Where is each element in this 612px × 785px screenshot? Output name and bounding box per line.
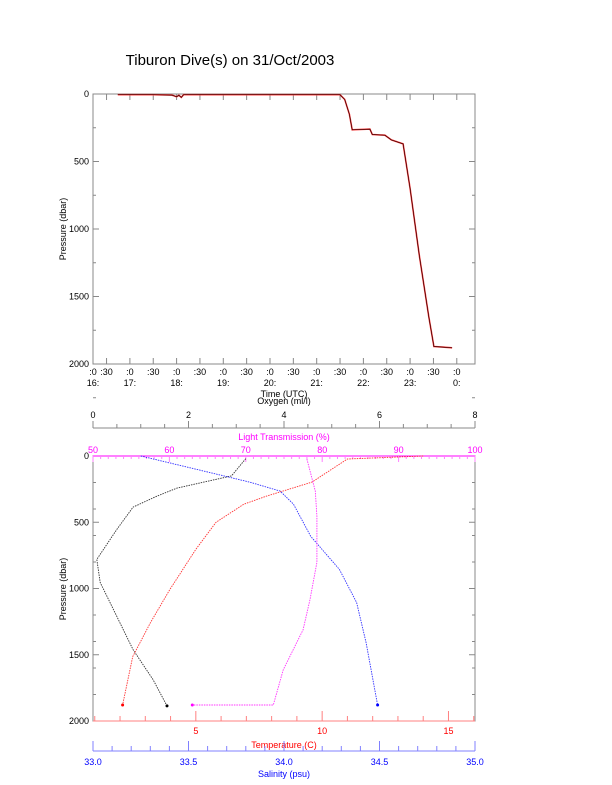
oxygen-tick-label: 8 — [472, 410, 477, 420]
light-transmission-endpoint — [190, 703, 194, 707]
transmission-tick-label: 90 — [394, 445, 404, 455]
y-tick-label: 2000 — [69, 716, 89, 726]
x-tick-label-hour: 20: — [264, 378, 277, 388]
x-tick-label-hour: 23: — [404, 378, 417, 388]
salinity-tick-label: 33.0 — [84, 757, 102, 767]
light-transmission-profile — [192, 458, 318, 706]
salinity-tick-label: 34.5 — [371, 757, 389, 767]
y-tick-label: 0 — [84, 89, 89, 99]
pressure-time-plot: Time (UTC) Pressure (dbar) 0 500 1000 1500 2… — [58, 89, 476, 399]
salinity-tick-label: 34.0 — [275, 757, 293, 767]
profile-plot: Oxygen (ml/l) Light Transmission (%) Tem… — [58, 396, 484, 779]
oxygen-profile — [96, 458, 247, 707]
x-tick-label-hour: 17: — [124, 378, 137, 388]
transmission-axis-label: Light Transmission (%) — [238, 432, 330, 442]
y-tick-label: 1000 — [69, 224, 89, 234]
salinity-tick-label: 35.0 — [466, 757, 484, 767]
temperature-endpoint — [121, 703, 125, 707]
x-tick-label-hour: 16: — [87, 378, 100, 388]
x-tick-label-minute: :30 — [334, 367, 347, 377]
transmission-tick-label: 70 — [241, 445, 251, 455]
transmission-tick-label: 80 — [317, 445, 327, 455]
x-tick-label-minute: :0 — [220, 367, 228, 377]
x-tick-label-minute: :0 — [313, 367, 321, 377]
y-axis-label: Pressure (dbar) — [58, 558, 68, 621]
y-tick-label: 500 — [74, 517, 89, 527]
x-tick-label-hour: 19: — [217, 378, 230, 388]
x-axis-label: Time (UTC) — [261, 389, 308, 399]
oxygen-tick-label: 0 — [90, 410, 95, 420]
x-tick-label-minute: :30 — [194, 367, 207, 377]
y-tick-label: 1000 — [69, 584, 89, 594]
pressure-line — [117, 93, 453, 349]
x-tick-label-minute: :0 — [360, 367, 368, 377]
x-tick-label-minute: :30 — [427, 367, 440, 377]
pressure-line-trace — [117, 94, 453, 349]
plot-frame — [92, 455, 476, 722]
oxygen-tick-label: 4 — [281, 410, 286, 420]
y-tick-label: 500 — [74, 157, 89, 167]
transmission-tick-label: 50 — [88, 445, 98, 455]
y-axis-label: Pressure (dbar) — [58, 198, 68, 261]
temperature-tick-label: 15 — [443, 726, 453, 736]
x-tick-label-minute: :30 — [100, 367, 113, 377]
oxygen-tick-label: 2 — [186, 410, 191, 420]
x-tick-label-hour: 18: — [170, 378, 183, 388]
salinity-axis-label: Salinity (psu) — [258, 769, 310, 779]
x-tick-label-minute: :30 — [147, 367, 160, 377]
oxygen-tick-label: 6 — [377, 410, 382, 420]
x-tick-label-hour: 0: — [453, 378, 461, 388]
salinity-profile — [140, 455, 379, 706]
x-tick-label-minute: :30 — [287, 367, 300, 377]
y-tick-label: 0 — [84, 451, 89, 461]
x-tick-label-minute: :30 — [380, 367, 393, 377]
x-tick-label-minute: :0 — [89, 367, 97, 377]
temperature-tick-label: 10 — [317, 726, 327, 736]
oxygen-endpoint — [165, 704, 169, 708]
y-tick-label: 1500 — [69, 650, 89, 660]
x-tick-label-minute: :30 — [240, 367, 253, 377]
transmission-tick-label: 100 — [467, 445, 482, 455]
x-tick-label-minute: :0 — [266, 367, 274, 377]
temperature-profile — [122, 455, 424, 706]
x-tick-label-minute: :0 — [453, 367, 461, 377]
y-tick-label: 1500 — [69, 292, 89, 302]
salinity-tick-label: 33.5 — [180, 757, 198, 767]
x-tick-label-hour: 22: — [357, 378, 370, 388]
transmission-tick-label: 60 — [164, 445, 174, 455]
y-tick-label: 2000 — [69, 359, 89, 369]
x-tick-label-hour: 21: — [310, 378, 323, 388]
x-tick-label-minute: :0 — [126, 367, 134, 377]
x-tick-label-minute: :0 — [173, 367, 181, 377]
salinity-endpoint — [376, 703, 380, 707]
temperature-tick-label: 5 — [193, 726, 198, 736]
chart-title: Tiburon Dive(s) on 31/Oct/2003 — [126, 52, 335, 69]
oxygen-axis-label: Oxygen (ml/l) — [257, 396, 311, 406]
x-tick-label-minute: :0 — [406, 367, 414, 377]
plot-frame — [92, 93, 476, 365]
